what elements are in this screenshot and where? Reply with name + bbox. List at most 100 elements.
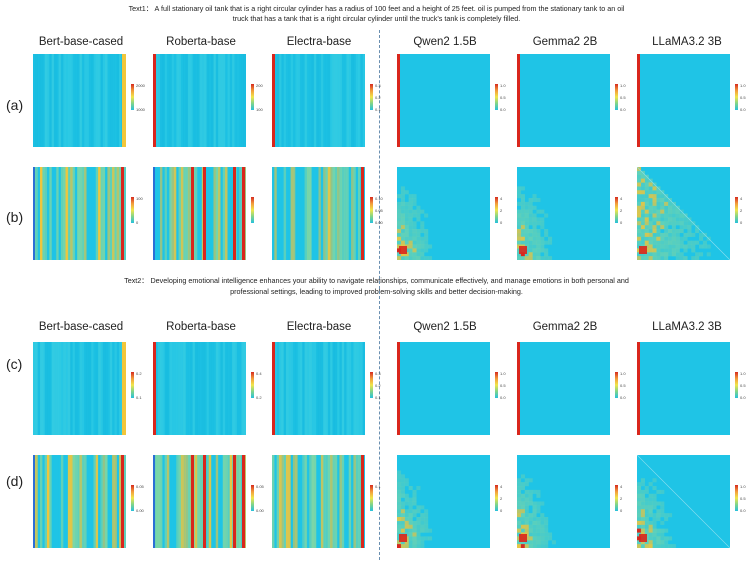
heatmap-cell: [656, 509, 661, 514]
heatmap-stripe: [306, 167, 310, 260]
heatmap-cell: [408, 520, 413, 525]
heatmap-cell: [517, 194, 522, 199]
heatmap-cell: [656, 532, 661, 537]
heatmap-cell: [687, 229, 692, 234]
heatmap-cell: [524, 482, 529, 487]
heatmap-stripe: [98, 455, 101, 548]
heatmap-cell: [656, 517, 661, 522]
heatmap-cell: [520, 240, 525, 245]
heatmap-cell: [664, 248, 669, 253]
heatmap-stripe: [178, 342, 182, 435]
heatmap-stripe: [187, 54, 191, 147]
heatmap-stripe: [206, 54, 210, 147]
heatmap-stripe: [362, 342, 365, 435]
heatmap-stripe: [295, 167, 298, 260]
heatmap-cell: [536, 244, 541, 249]
colorbar-tick-label: 0.0: [620, 395, 626, 400]
heatmap-cell: [524, 213, 529, 218]
heatmap-hot-column: [637, 342, 640, 435]
heatmap-stripe: [35, 54, 38, 147]
heatmap-stripe: [211, 455, 214, 548]
heatmap-diagonal: [637, 167, 730, 260]
heatmap-cell: [520, 528, 525, 533]
heatmap-cell: [640, 198, 645, 203]
heatmap-cell: [637, 236, 642, 241]
heatmap-cell: [404, 213, 409, 218]
heatmap-stripe: [173, 167, 177, 260]
heatmap-cell: [668, 544, 673, 548]
heatmap-cell: [404, 528, 409, 533]
col-title-llama-a: LLaMA3.2 3B: [652, 36, 722, 48]
heatmap-cell: [671, 244, 676, 249]
heatmap-stripe: [311, 455, 315, 548]
heatmap-cell: [400, 229, 405, 234]
heatmap-cell: [536, 528, 541, 533]
heatmap-stripe: [274, 342, 277, 435]
heatmap-cell: [528, 544, 533, 548]
heatmap-stripe: [227, 455, 231, 548]
heatmap-stripe: [176, 54, 179, 147]
heatmap-cell: [424, 536, 429, 541]
row-label-a: (a): [6, 97, 24, 113]
heatmap-cell: [637, 205, 642, 210]
heatmap-cell: [691, 244, 696, 249]
heatmap-cell: [656, 501, 661, 506]
heatmap-cell: [520, 198, 525, 203]
heatmap-stripe: [67, 455, 71, 548]
heatmap-edge-column: [153, 167, 155, 260]
heatmap-stripe: [222, 455, 226, 548]
heatmap-cell: [660, 256, 665, 260]
heatmap-stripe: [53, 54, 57, 147]
heatmap-stripe: [197, 167, 200, 260]
heatmap-cell: [424, 256, 429, 260]
heatmap-stripe: [295, 455, 298, 548]
heatmap-cell: [652, 194, 657, 199]
heatmap-stripe: [206, 455, 210, 548]
heatmap-cell: [548, 532, 553, 537]
heatmap-cell: [517, 213, 522, 218]
heatmap-cell: [664, 213, 669, 218]
heatmap-cell: [397, 470, 402, 475]
heatmap-cell: [664, 225, 669, 230]
heatmap-stripe: [299, 342, 303, 435]
heatmap-stripe: [53, 342, 57, 435]
heatmap-stripe: [274, 167, 277, 260]
heatmap-cell: [428, 528, 433, 533]
heatmap-cell: [644, 501, 649, 506]
heatmap-cell: [416, 232, 421, 237]
heatmap-stripe: [278, 455, 282, 548]
heatmap-cell: [400, 225, 405, 230]
heatmap-cell: [532, 236, 537, 241]
heatmap-cell: [524, 205, 529, 210]
heatmap-stripe: [327, 54, 331, 147]
heatmap-cell: [664, 201, 669, 206]
heatmap-stripe: [276, 342, 280, 435]
heatmap-cell: [404, 524, 409, 529]
heatmap-cell: [532, 225, 537, 230]
heatmap-cell: [637, 482, 642, 487]
heatmap-stripe: [288, 342, 291, 435]
heatmap-cell: [679, 236, 684, 241]
heatmap-cell: [679, 221, 684, 226]
colorbar-tick-label: 1.0: [620, 83, 626, 88]
heatmap-cell: [637, 497, 642, 502]
heatmap-cell: [683, 232, 688, 237]
heatmap-cell: [520, 252, 525, 257]
heatmap-cell: [524, 520, 529, 525]
heatmap-cell: [668, 229, 673, 234]
heatmap-stripe: [313, 54, 317, 147]
colorbar-tick-label: 0.2: [256, 395, 262, 400]
heatmap-cell: [648, 232, 653, 237]
heatmap-cell: [400, 198, 405, 203]
heatmap-cell: [668, 217, 673, 222]
heatmap-stripe: [194, 167, 198, 260]
colorbar-tick-label: 4: [500, 196, 503, 201]
heatmap-cell: [404, 217, 409, 222]
heatmap-c-5: [637, 342, 730, 435]
heatmap-stripe: [325, 455, 329, 548]
heatmap-cell: [520, 186, 525, 191]
heatmap-cell: [648, 236, 653, 241]
heatmap-stripe: [318, 54, 322, 147]
heatmap-stripe: [159, 54, 163, 147]
heatmap-stripe: [46, 54, 50, 147]
